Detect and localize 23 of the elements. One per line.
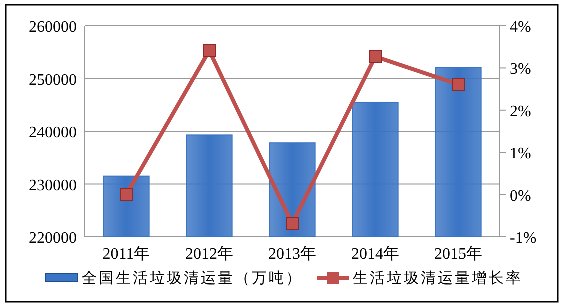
y2-tick-label: 2% [510,103,532,120]
y-tick-label: 250000 [29,72,77,89]
y-tick-label: 240000 [29,124,77,142]
x-tick-label: 2013年 [268,246,316,263]
y2-tick-label: 4% [510,19,532,36]
y-tick-label: 220000 [29,230,77,247]
x-tick-label: 2011年 [102,246,150,263]
point [286,217,299,230]
legend-label: 全国生活垃圾清运量（万吨） [82,270,303,287]
x-tick-label: 2015年 [434,246,482,263]
legend-label: 生活垃圾清运量增长率 [353,270,523,287]
y2-tick-label: 1% [510,146,532,163]
point [120,188,133,202]
y2-tick-label: 3% [510,61,532,78]
y-tick-label: 260000 [29,19,77,36]
y2-tick-label: 0% [510,188,532,205]
point [452,78,465,92]
point [203,44,216,58]
x-tick-label: 2014年 [352,246,400,263]
x-tick-label: 2012年 [186,246,234,263]
y2-tick-label: -1% [510,230,537,247]
y-tick-label: 230000 [29,177,77,194]
point [369,50,382,64]
